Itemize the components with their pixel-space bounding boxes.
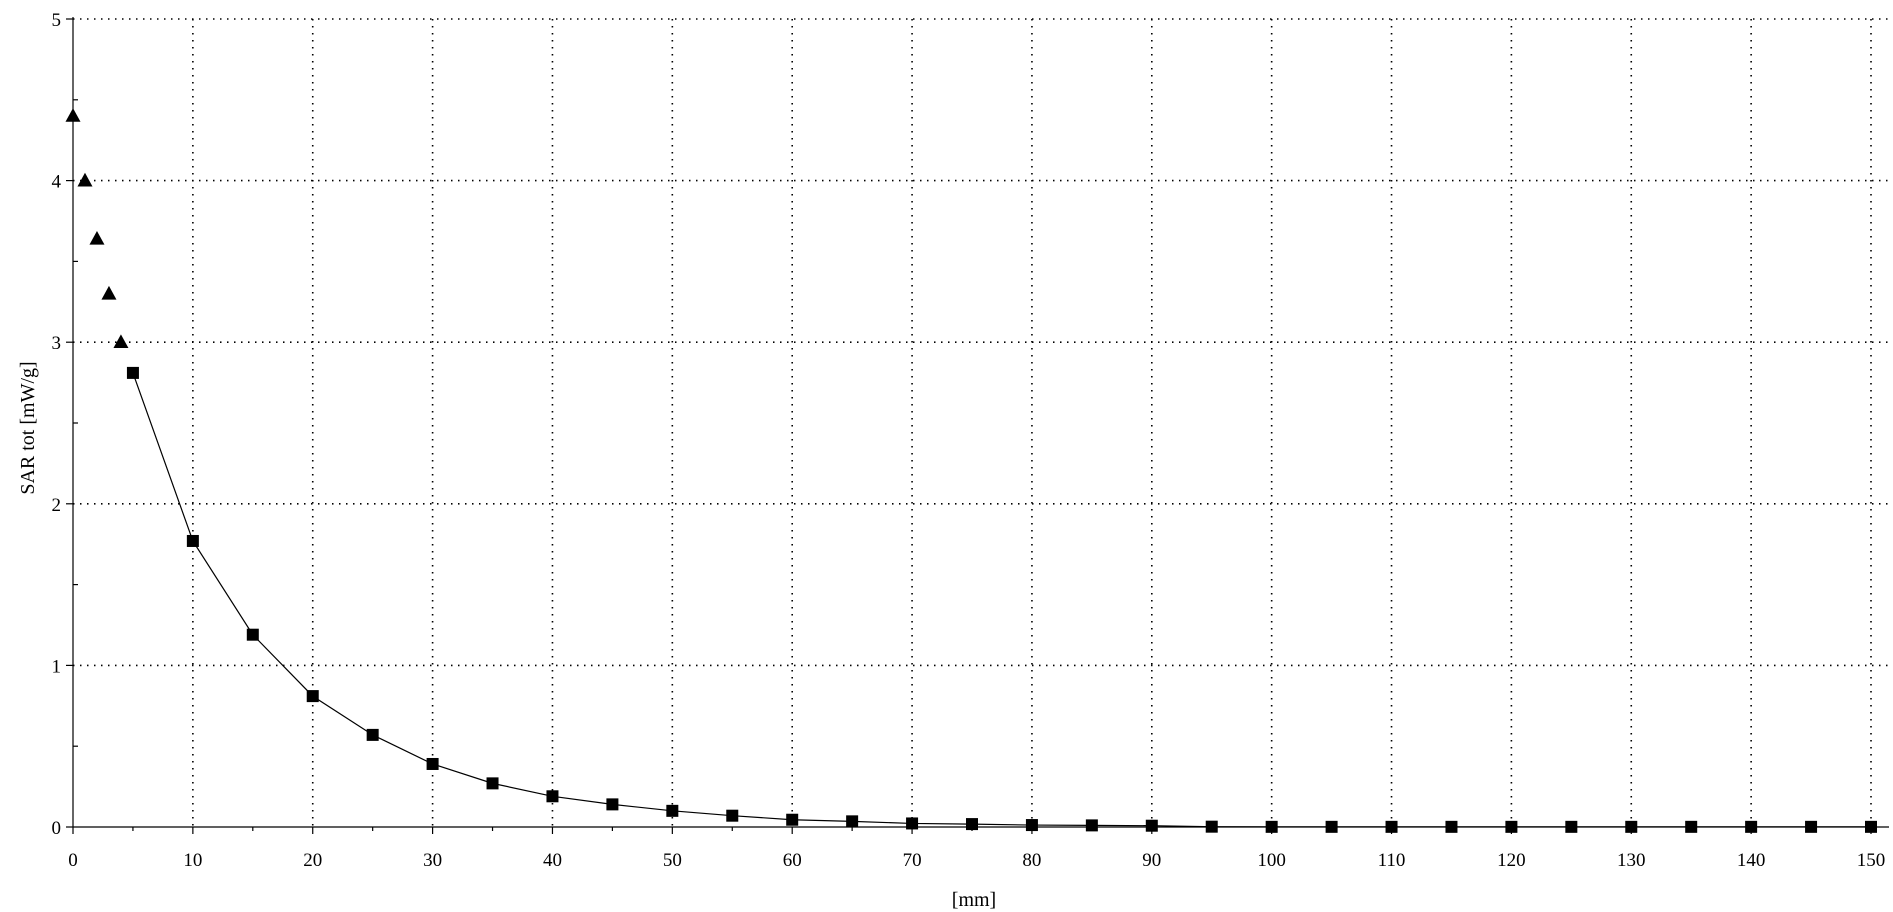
y-tick-label: 2 (52, 495, 62, 516)
data-point-square (186, 534, 199, 547)
data-point-square (606, 798, 619, 811)
data-point-triangle (101, 285, 117, 300)
x-tick-label: 110 (1378, 850, 1406, 871)
data-point-triangle (77, 172, 93, 187)
data-point-square (666, 804, 679, 817)
x-tick-label: 130 (1617, 850, 1646, 871)
y-tick-label: 3 (52, 333, 62, 354)
data-point-square (426, 757, 439, 770)
x-tick-label: 10 (183, 850, 202, 871)
y-tick-label: 5 (52, 10, 62, 31)
x-tick-label: 0 (68, 850, 78, 871)
data-point-square (1505, 820, 1518, 833)
series-0 (65, 108, 129, 349)
y-tick-label: 1 (52, 656, 62, 677)
series-1 (126, 366, 1877, 833)
data-point-square (846, 815, 859, 828)
data-point-square (906, 817, 919, 830)
data-point-square (1865, 820, 1877, 833)
data-point-square (1145, 819, 1158, 832)
data-point-square (1385, 820, 1398, 833)
x-tick-label: 120 (1497, 850, 1526, 871)
x-tick-label: 40 (543, 850, 562, 871)
data-point-square (126, 366, 139, 379)
data-point-square (1205, 820, 1218, 833)
x-tick-label: 80 (1022, 850, 1041, 871)
y-axis-title: SAR tot [mW/g] (17, 361, 39, 494)
data-point-square (1265, 820, 1278, 833)
data-point-square (1625, 820, 1638, 833)
data-point-square (306, 690, 319, 703)
data-point-square (1025, 819, 1038, 832)
data-point-square (486, 777, 499, 790)
x-tick-label: 30 (423, 850, 442, 871)
data-point-triangle (65, 108, 81, 122)
axes (66, 17, 1889, 834)
x-tick-label: 150 (1857, 850, 1886, 871)
data-point-square (1685, 820, 1698, 833)
x-tick-label: 100 (1257, 850, 1286, 871)
x-tick-label: 50 (663, 850, 682, 871)
data-point-square (1085, 819, 1098, 832)
series-line (132, 372, 1871, 828)
x-tick-label: 70 (903, 850, 922, 871)
tick-labels: 0 10 20 30 40 50 60 70 80 90 100 110 120 130 140 150 0 1 2… (52, 10, 1886, 871)
x-tick-label: 90 (1142, 850, 1161, 871)
data-point-square (366, 728, 379, 741)
data-point-square (1805, 820, 1818, 833)
data-point-square (966, 818, 978, 831)
grid-lines (73, 18, 1889, 827)
y-tick-label: 4 (52, 172, 62, 193)
data-point-square (1445, 820, 1458, 833)
x-tick-label: 140 (1737, 850, 1766, 871)
data-point-square (1325, 820, 1338, 833)
x-axis-title: [mm] (952, 889, 996, 911)
x-tick-label: 60 (783, 850, 802, 871)
data-point-square (1745, 820, 1758, 833)
data-point-square (726, 809, 739, 822)
data-point-square (786, 813, 799, 826)
y-tick-label: 0 (52, 818, 62, 839)
data-point-square (1565, 820, 1578, 833)
data-point-triangle (113, 334, 129, 349)
data-point-square (546, 790, 559, 803)
data-series (65, 108, 1877, 833)
data-point-square (246, 628, 259, 641)
data-point-triangle (89, 230, 105, 245)
x-tick-label: 20 (303, 850, 322, 871)
